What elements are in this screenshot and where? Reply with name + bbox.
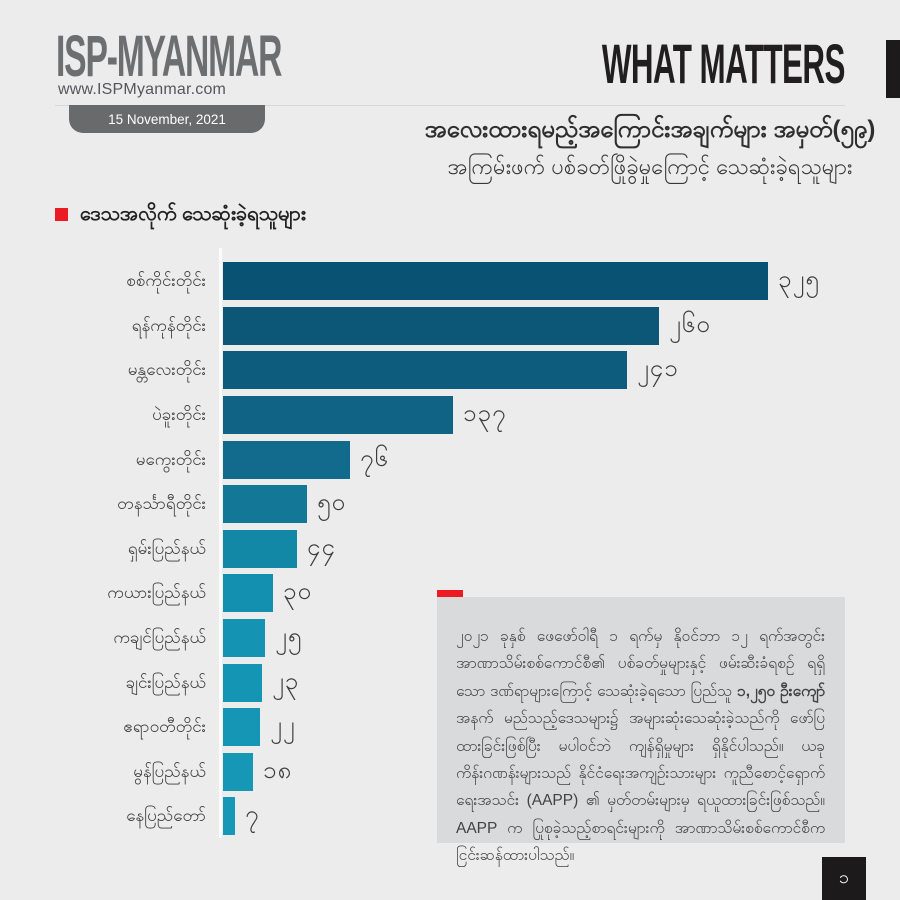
date-badge: 15 November, 2021 xyxy=(69,105,265,133)
chart-row: ဧရာဝတီတိုင်း ၂၂ xyxy=(0,705,900,750)
region-label: ချင်းပြည်နယ် xyxy=(125,672,206,692)
chart-row: နေပြည်တော် ၇ xyxy=(0,794,900,839)
chart-row: မွန်ပြည်နယ် ၁၈ xyxy=(0,750,900,795)
header-divider-line xyxy=(55,105,845,106)
page-number-text: ၁ xyxy=(838,867,850,887)
region-label: ဧရာဝတီတိုင်း xyxy=(123,717,206,737)
bar xyxy=(223,752,253,791)
value-label: ၂၄၁ xyxy=(637,355,679,383)
chart-row: မန္တလေးတိုင်း ၂၄၁ xyxy=(0,348,900,393)
chart-row: ရန်ကုန်တိုင်း ၂၆၀ xyxy=(0,304,900,349)
value-label: ၂၃ xyxy=(272,667,300,695)
bar xyxy=(223,529,297,568)
value-label: ၃၀ xyxy=(283,578,312,606)
chart-row: ချင်းပြည်နယ် ၂၃ xyxy=(0,660,900,705)
region-label: ရှမ်းပြည်နယ် xyxy=(127,538,206,558)
headline-line1: အလေးထားရမည့်အကြောင်းအချက်များ အမှတ်(၅၉) xyxy=(424,116,876,143)
value-label: ၇၆ xyxy=(360,444,389,472)
source-note-text: ၂၀၂၁ ခုနှစ် ဖေဖော်ဝါရီ ၁ ရက်မှ နိုဝင်ဘာ … xyxy=(456,623,825,870)
value-label: ၂၅ xyxy=(275,623,303,651)
chart-row: မကွေးတိုင်း ၇၆ xyxy=(0,437,900,482)
region-label: ရန်ကုန်တိုင်း xyxy=(131,315,206,335)
source-note-box: ၂၀၂၁ ခုနှစ် ဖေဖော်ဝါရီ ၁ ရက်မှ နိုဝင်ဘာ … xyxy=(437,597,845,864)
logo-wordmark: ISP-MYANMAR xyxy=(56,24,282,89)
bar xyxy=(223,574,273,613)
bar xyxy=(223,351,627,390)
bar xyxy=(223,663,262,702)
region-label: စစ်ကိုင်းတိုင်း xyxy=(126,271,206,291)
bar xyxy=(223,485,307,524)
website-url: www.ISPMyanmar.com xyxy=(58,81,227,98)
value-label: ၁၃၇ xyxy=(463,400,507,428)
region-label: မန္တလေးတိုင်း xyxy=(127,360,206,380)
value-label: ၂၆၀ xyxy=(669,310,711,338)
headline-block: အလေးထားရမည့်အကြောင်းအချက်များ အမှတ်(၅၉) … xyxy=(415,110,885,184)
chart-axis-line xyxy=(219,248,222,838)
value-label: ၄၄ xyxy=(307,533,336,561)
region-label: ကယားပြည်နယ် xyxy=(107,583,206,603)
region-label: နေပြည်တော် xyxy=(126,806,206,826)
chart-row: ကယားပြည်နယ် ၃၀ xyxy=(0,571,900,616)
region-label: တနင်္သာရီတိုင်း xyxy=(117,494,206,514)
value-label: ၃၂၅ xyxy=(778,266,820,294)
chart-row: စစ်ကိုင်းတိုင်း ၃၂၅ xyxy=(0,259,900,304)
note-text-bold: ၁,၂၅၀ ဦးကျော် xyxy=(737,682,825,700)
chart-row: ရှမ်းပြည်နယ် ၄၄ xyxy=(0,527,900,572)
value-label: ၁၈ xyxy=(263,756,293,784)
value-label: ၇ xyxy=(245,801,260,829)
chart-row: ကချင်ပြည်နယ် ၂၅ xyxy=(0,616,900,661)
bar xyxy=(223,440,350,479)
chart-row: တနင်္သာရီတိုင်း ၅၀ xyxy=(0,482,900,527)
region-label: ကချင်ပြည်နယ် xyxy=(113,628,206,648)
bar xyxy=(223,396,453,435)
chart-row: ပဲခူးတိုင်း ၁၃၇ xyxy=(0,393,900,438)
region-label: မကွေးတိုင်း xyxy=(135,449,206,469)
bar xyxy=(223,262,768,301)
bar xyxy=(223,708,260,747)
note-text-before: ၂၀၂၁ ခုနှစ် ဖေဖော်ဝါရီ ၁ ရက်မှ နိုဝင်ဘာ … xyxy=(456,628,825,700)
headline-line2: အကြမ်းဖက် ပစ်ခတ်ဖြိုခွဲမှုကြောင့် သေဆုံး… xyxy=(447,154,853,179)
series-title: WHAT MATTERS xyxy=(602,32,846,95)
region-label: ပဲခူးတိုင်း xyxy=(152,405,206,425)
date-text: 15 November, 2021 xyxy=(108,111,226,127)
value-label: ၅၀ xyxy=(317,489,346,517)
red-bullet-icon xyxy=(55,207,68,221)
note-text-after: အနက် မည်သည့်ဒေသများ၌ အများဆုံးသေဆုံးခဲ့သ… xyxy=(456,710,825,865)
value-label: ၂၂ xyxy=(270,712,296,740)
page-number-badge: ၁ xyxy=(822,857,866,900)
note-accent-line xyxy=(437,590,463,597)
bar xyxy=(223,619,265,658)
corner-accent-bar xyxy=(886,40,900,98)
bar xyxy=(223,306,659,345)
bar-chart: စစ်ကိုင်းတိုင်း ၃၂၅ ရန်ကုန်တိုင်း ၂၆၀ မန… xyxy=(0,259,900,839)
chart-title-text: ဒေသအလိုက် သေဆုံးခဲ့ရသူများ xyxy=(80,203,306,225)
region-label: မွန်ပြည်နယ် xyxy=(133,761,206,781)
bar xyxy=(223,797,235,836)
chart-section-title: ဒေသအလိုက် သေဆုံးခဲ့ရသူများ xyxy=(55,200,306,228)
